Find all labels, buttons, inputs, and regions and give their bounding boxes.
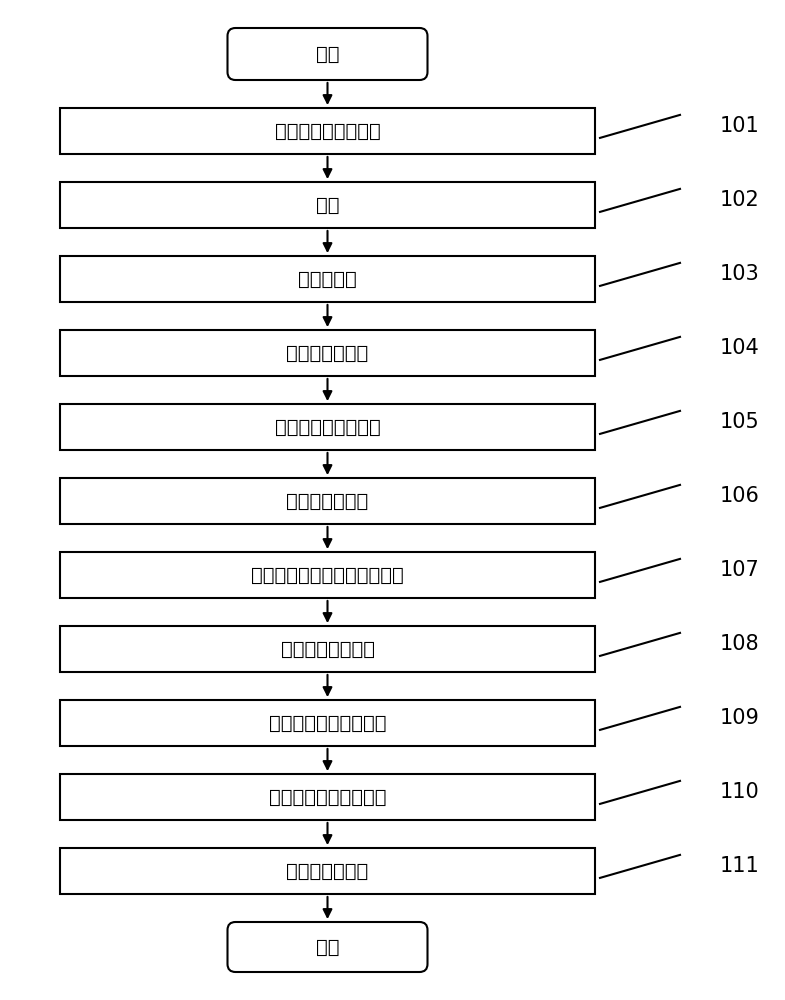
Bar [60,330,595,376]
Bar [60,552,595,598]
Bar [60,626,595,672]
Text: 烧结激活钝化层: 烧结激活钝化层 [287,861,369,880]
Bar [60,182,595,228]
Bar [60,848,595,894]
Text: 105: 105 [720,412,760,432]
Bar [60,404,595,450]
Text: 108: 108 [720,634,760,654]
Bar [60,700,595,746]
Text: 制绒: 制绒 [316,196,339,215]
Text: 102: 102 [720,190,760,210]
Text: 烧结激活掺杂同时形成发射极: 烧结激活掺杂同时形成发射极 [251,566,403,584]
Bar [60,256,595,302]
Text: 上表面注入掺杂: 上表面注入掺杂 [287,344,369,362]
Text: 开始: 开始 [316,44,339,64]
Text: 硅片表面处理并清洗: 硅片表面处理并清洗 [275,121,381,140]
Bar [60,108,595,154]
Text: 110: 110 [720,782,760,802]
Bar [60,478,595,524]
FancyBboxPatch shape [228,922,428,972]
FancyBboxPatch shape [228,28,428,80]
Text: 结束: 结束 [316,938,339,956]
Text: 106: 106 [720,486,760,506]
Text: 下表面注入掺杂: 下表面注入掺杂 [287,491,369,510]
Text: 上、下表面形成钝化层: 上、下表面形成钝化层 [268,714,386,732]
Text: 制备保护层: 制备保护层 [298,269,357,288]
Text: 101: 101 [720,116,760,136]
Text: 104: 104 [720,338,760,358]
Text: 107: 107 [720,560,760,580]
Text: 去浆料并再次清洗: 去浆料并再次清洗 [280,640,374,658]
Text: 103: 103 [720,264,760,284]
Text: 109: 109 [720,708,760,728]
Text: 111: 111 [720,856,760,876]
Text: 下表面丝网印刷浆料: 下表面丝网印刷浆料 [275,418,381,436]
Bar [60,774,595,820]
Text: 丝网印刷叉指状电极对: 丝网印刷叉指状电极对 [268,788,386,806]
